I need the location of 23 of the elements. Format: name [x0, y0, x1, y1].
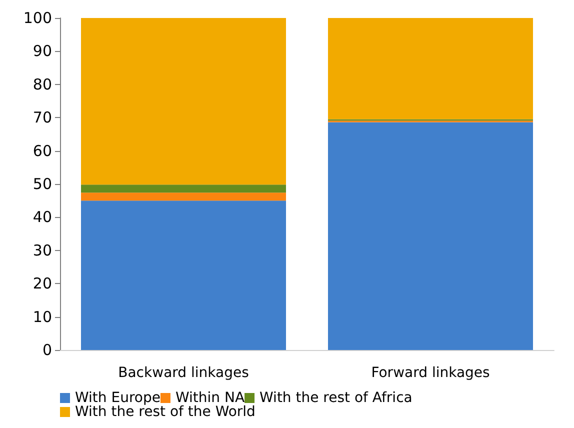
bar [80, 18, 286, 185]
bar [80, 192, 286, 201]
x-tick-label: Backward linkages [118, 365, 249, 381]
y-tick-label: 90 [32, 42, 52, 60]
bar [80, 184, 286, 193]
y-tick-label: 60 [32, 142, 52, 160]
y-tick-label: 80 [32, 75, 52, 94]
bar [80, 200, 286, 350]
y-tick-label: 30 [32, 241, 52, 260]
legend-label: Within NA [175, 390, 245, 406]
x-tick-label: Forward linkages [371, 365, 490, 381]
y-tick-label: 70 [32, 108, 52, 127]
bar [328, 18, 534, 120]
y-tick-label: 100 [23, 9, 52, 27]
y-tick-label: 0 [42, 341, 52, 359]
y-tick-label: 10 [32, 308, 52, 326]
bar [328, 122, 534, 350]
y-tick-label: 20 [32, 274, 52, 293]
legend-label: With the rest of the World [75, 404, 256, 420]
y-tick-label: 40 [32, 208, 52, 226]
y-tick-label: 50 [32, 175, 52, 193]
legend-label: With Europe [75, 390, 160, 406]
legend-label: With the rest of Africa [260, 390, 412, 406]
